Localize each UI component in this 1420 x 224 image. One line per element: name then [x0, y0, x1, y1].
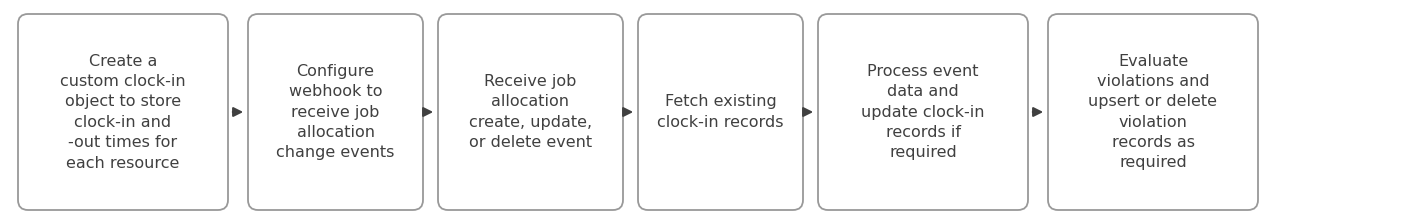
FancyBboxPatch shape	[818, 14, 1028, 210]
FancyBboxPatch shape	[248, 14, 423, 210]
Text: Receive job
allocation
create, update,
or delete event: Receive job allocation create, update, o…	[469, 74, 592, 150]
FancyBboxPatch shape	[1048, 14, 1258, 210]
Text: Configure
webhook to
receive job
allocation
change events: Configure webhook to receive job allocat…	[277, 64, 395, 160]
Text: Evaluate
violations and
upsert or delete
violation
records as
required: Evaluate violations and upsert or delete…	[1089, 54, 1217, 170]
FancyBboxPatch shape	[437, 14, 623, 210]
FancyBboxPatch shape	[638, 14, 802, 210]
Text: Process event
data and
update clock-in
records if
required: Process event data and update clock-in r…	[862, 64, 984, 160]
Text: Create a
custom clock-in
object to store
clock-in and
-out times for
each resour: Create a custom clock-in object to store…	[60, 54, 186, 170]
Text: Fetch existing
clock-in records: Fetch existing clock-in records	[657, 94, 784, 130]
FancyBboxPatch shape	[18, 14, 229, 210]
